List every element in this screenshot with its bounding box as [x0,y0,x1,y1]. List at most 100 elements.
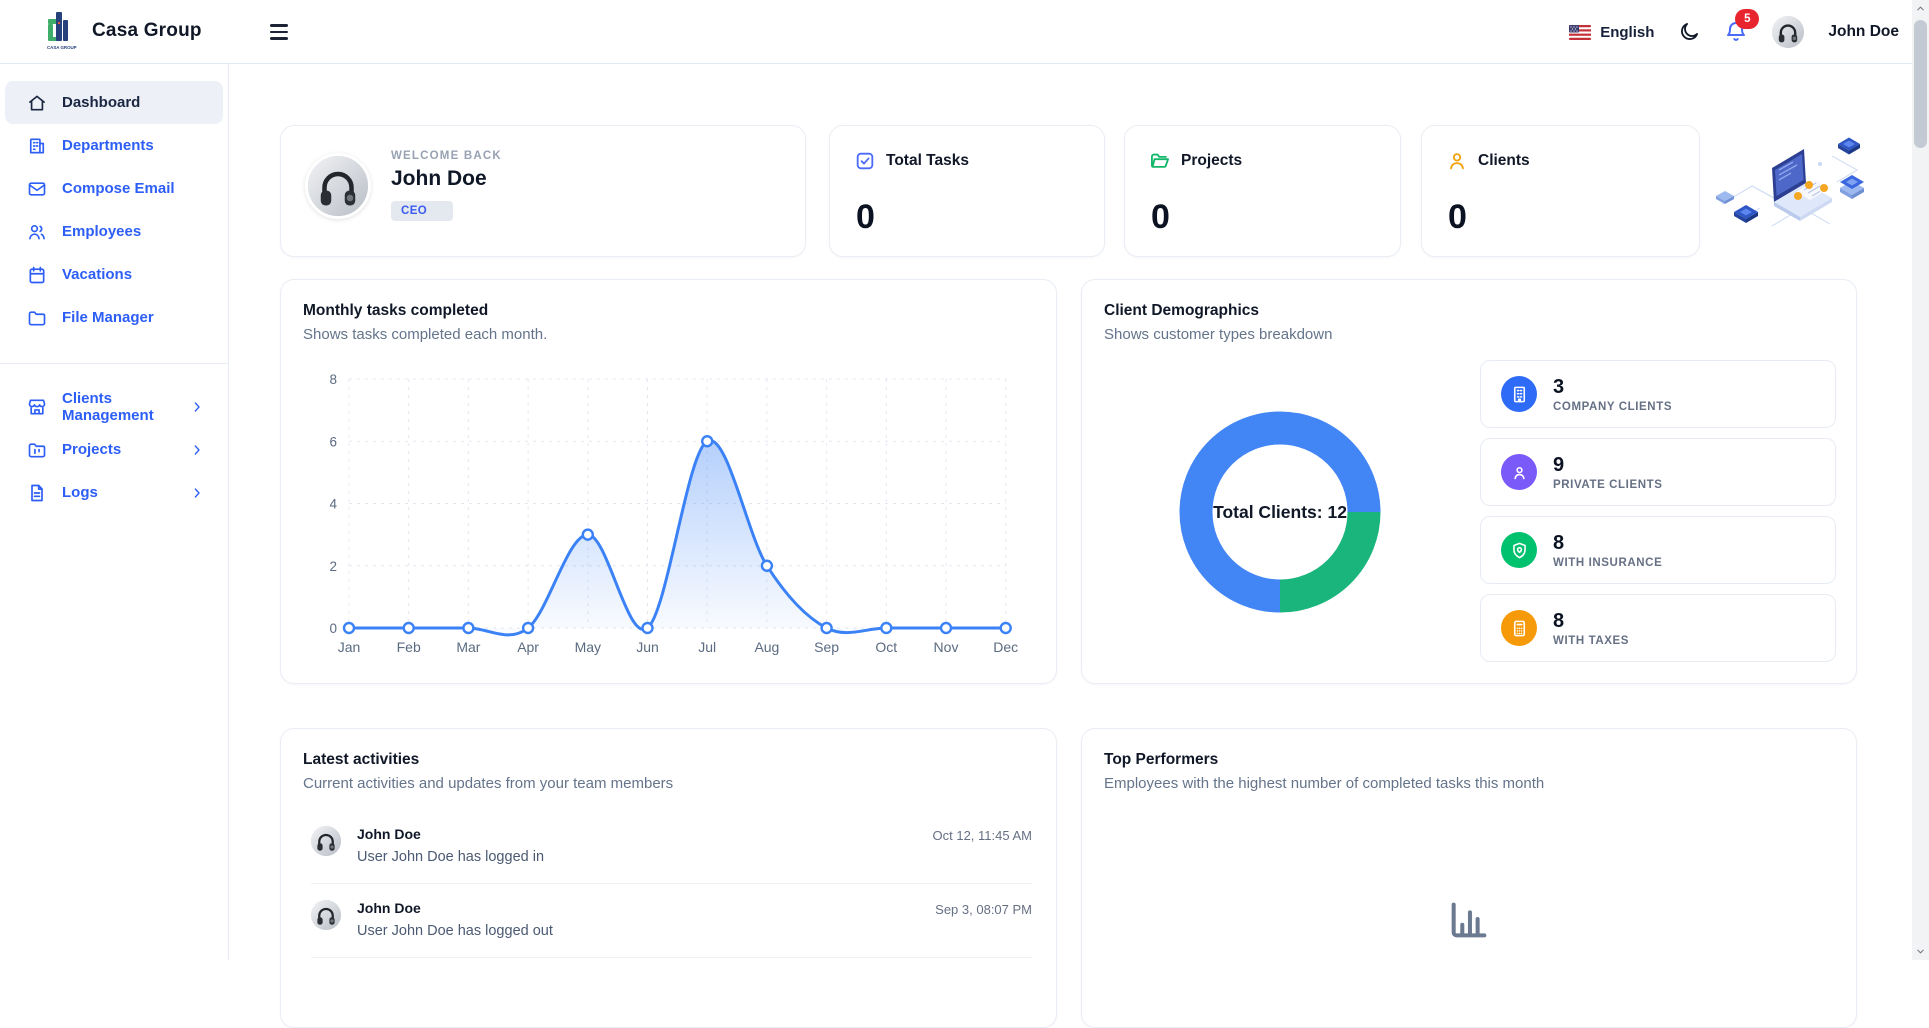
moon-icon [1681,23,1699,40]
brand-logo[interactable]: CASA GROUP Casa Group [44,10,202,52]
activities-list: John Doe User John Doe has logged in Oct… [281,792,1056,958]
sidebar-item-label: Compose Email [62,180,175,197]
top-performers-subtitle: Employees with the highest number of com… [1104,775,1545,792]
activity-user-name: John Doe [357,900,421,916]
svg-text:Apr: Apr [517,639,539,655]
sidebar-item-departments[interactable]: Departments [5,124,223,167]
chevron-right-icon [194,401,200,412]
sidebar-item-vacations[interactable]: Vacations [5,253,223,296]
welcome-avatar [305,152,371,219]
demographic-label: WITH TAXES [1553,634,1630,647]
clients-donut-chart: Total Clients: 12 [1163,395,1397,629]
svg-text:2: 2 [329,559,337,574]
sidebar-group-label: Logs [62,484,98,501]
svg-text:0: 0 [329,621,337,636]
stat-value: 0 [1151,198,1170,236]
chevron-right-icon [194,444,200,455]
sidebar-group-projects[interactable]: Projects [5,428,223,471]
chevron-up-icon [1917,6,1924,11]
demographic-value: 8 [1553,531,1565,554]
sidebar-group-clients-management[interactable]: Clients Management [5,385,223,428]
activity-timestamp: Sep 3, 08:07 PM [935,902,1032,917]
sidebar-group-logs[interactable]: Logs [5,471,223,514]
notifications-button[interactable]: 5 [1724,9,1760,44]
stat-value: 0 [856,198,875,236]
activity-user-name: John Doe [357,826,421,842]
scroll-up-arrow[interactable] [1912,0,1929,17]
svg-text:Aug: Aug [754,639,779,655]
us-flag-icon [1569,24,1592,40]
sidebar-group-list: Clients Management Projects Logs [0,385,228,514]
stat-value: 0 [1448,198,1467,236]
sidebar-item-label: Vacations [62,266,133,283]
chevron-right-icon [194,487,200,498]
sidebar-item-dashboard[interactable]: Dashboard [5,81,223,124]
user-icon [1450,153,1464,170]
shield-mini-icon [1512,542,1526,558]
demographics-title: Client Demographics [1104,302,1260,319]
bar-chart-empty-icon [1451,902,1487,938]
folder-kanban-icon [28,442,46,457]
sidebar-item-label: Dashboard [62,94,141,111]
demographics-stats-list: 3 COMPANY CLIENTS 9 PRIVATE CLIENTS 8 WI… [1480,360,1836,662]
scroll-down-arrow[interactable] [1912,943,1929,960]
activity-message: User John Doe has logged in [357,849,545,865]
sidebar-item-file-manager[interactable]: File Manager [5,296,223,339]
demographic-stat-private-clients: 9 PRIVATE CLIENTS [1480,438,1836,506]
activities-title: Latest activities [303,751,420,768]
welcome-card: WELCOME BACK John Doe CEO [280,125,806,257]
headphones-photo [311,826,341,856]
sidebar-item-compose-email[interactable]: Compose Email [5,167,223,210]
building-mini-icon [1513,386,1525,402]
sidebar-item-label: Employees [62,223,142,240]
activity-avatar [311,900,341,930]
building-icon [29,138,45,153]
calculator-mini-icon [1513,620,1525,636]
headphones-photo [311,900,341,930]
activity-row: John Doe User John Doe has logged out Se… [311,884,1032,958]
activity-message: User John Doe has logged out [357,923,553,939]
stat-label: Clients [1478,152,1530,169]
casa-group-logo-icon: CASA GROUP [47,12,77,50]
dark-mode-toggle[interactable] [1678,21,1700,43]
svg-text:Oct: Oct [875,639,897,655]
demographics-subtitle: Shows customer types breakdown [1104,326,1333,343]
demographic-value: 3 [1553,375,1565,398]
latest-activities-card: Latest activities Current activities and… [280,728,1057,1028]
language-selector[interactable]: English [1569,24,1654,41]
user-avatar[interactable] [1772,16,1805,48]
top-navbar: CASA GROUP Casa Group English [0,0,1929,64]
store-icon [28,399,46,414]
demographic-label: WITH INSURANCE [1553,556,1663,569]
stat-card-clients: Clients 0 [1421,125,1700,257]
home-icon [29,95,45,110]
sidebar-item-employees[interactable]: Employees [5,210,223,253]
stat-label: Projects [1181,152,1243,169]
top-performers-title: Top Performers [1104,751,1219,768]
chevron-down-icon [1917,949,1924,954]
stat-label: Total Tasks [886,152,969,169]
svg-text:May: May [575,639,601,655]
file-text-icon [31,484,43,501]
headphones-photo [1772,16,1805,48]
svg-text:Dec: Dec [993,639,1018,655]
stat-card-total-tasks: Total Tasks 0 [829,125,1105,257]
svg-text:Mar: Mar [456,639,480,655]
vertical-scrollbar[interactable] [1912,0,1929,960]
user-menu[interactable]: John Doe [1828,23,1899,40]
logo-small-text: CASA GROUP [47,45,77,50]
welcome-name: John Doe [391,167,487,190]
check-square-icon [856,152,874,170]
monthly-tasks-title: Monthly tasks completed [303,302,489,319]
sidebar-item-label: Departments [62,137,154,154]
demographic-label: PRIVATE CLIENTS [1553,478,1663,491]
demographic-label: COMPANY CLIENTS [1553,400,1673,413]
svg-text:8: 8 [329,372,337,387]
scrollbar-thumb[interactable] [1914,20,1927,148]
svg-text:4: 4 [329,497,337,512]
donut-center-label: Total Clients: 12 [1213,501,1347,522]
users-icon [29,224,45,239]
svg-text:Sep: Sep [814,639,839,655]
sidebar-toggle-button[interactable] [262,15,296,49]
role-badge: CEO [391,201,454,221]
